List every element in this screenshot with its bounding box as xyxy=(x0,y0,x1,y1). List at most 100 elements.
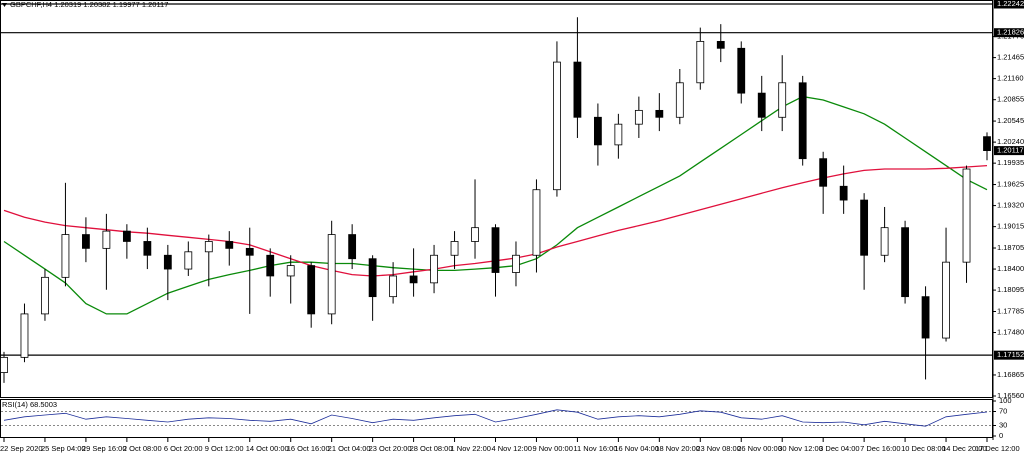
candle-body xyxy=(204,241,213,253)
y-tick-label: 1.20855 xyxy=(997,95,1024,104)
y-tick-label: 1.19320 xyxy=(997,201,1024,210)
candle-body xyxy=(962,168,971,263)
level-box xyxy=(994,0,1024,9)
x-tick-label: 9 Nov 00:00 xyxy=(532,444,572,453)
y-tick-label: 1.18400 xyxy=(997,264,1024,273)
rsi-value: 68.5003 xyxy=(30,400,57,409)
candle-body xyxy=(266,254,275,277)
x-tick-label: 10 Dec 08:00 xyxy=(901,444,946,453)
x-tick-label: 1 Nov 22:00 xyxy=(451,444,491,453)
x-tick-label: 14 Dec 20:00 xyxy=(942,444,987,453)
y-tick-label: 1.21465 xyxy=(997,53,1024,62)
y-tick-label: 1.19935 xyxy=(997,158,1024,167)
x-tick-label: 21 Oct 04:00 xyxy=(328,444,371,453)
x-tick-label: 11 Nov 16:00 xyxy=(573,444,617,453)
candle-body xyxy=(61,234,70,278)
rsi-pane xyxy=(0,399,993,438)
x-tick-label: 16 Oct 16:00 xyxy=(287,444,330,453)
candle-body xyxy=(20,313,29,358)
candle-body xyxy=(286,265,295,277)
candle-body xyxy=(737,47,746,94)
x-tick-label: 6 Oct 20:00 xyxy=(164,444,203,453)
x-tick-label: 18 Nov 20:00 xyxy=(655,444,700,453)
price-box xyxy=(994,146,1024,156)
x-tick-label: 16 Nov 04:00 xyxy=(614,444,659,453)
candle-body xyxy=(614,123,623,146)
x-tick-label: 29 Sep 16:00 xyxy=(82,444,127,453)
level-label: 1.21826 xyxy=(997,28,1024,37)
candle-body xyxy=(880,227,889,256)
y-tick-label: 1.20240 xyxy=(997,137,1024,146)
candle-body xyxy=(942,261,950,339)
y-tick-label: 1.17480 xyxy=(997,328,1024,337)
y-tick-label: 1.20545 xyxy=(997,116,1024,125)
candle-body xyxy=(368,258,377,298)
y-tick-label: 1.18095 xyxy=(997,285,1024,294)
x-tick-label: 7 Dec 16:00 xyxy=(860,444,900,453)
candle-body xyxy=(778,82,787,118)
collapse-icon[interactable] xyxy=(2,3,7,7)
candle-body xyxy=(163,254,172,270)
level-box xyxy=(994,350,1024,360)
x-tick-label: 25 Sep 04:00 xyxy=(41,444,86,453)
candle-body xyxy=(553,61,561,191)
x-tick-label: 23 Nov 08:00 xyxy=(696,444,741,453)
x-tick-label: 30 Nov 12:00 xyxy=(778,444,823,453)
candle-body xyxy=(839,185,848,201)
candle-body xyxy=(389,275,398,298)
level-box xyxy=(994,28,1024,38)
candle-body xyxy=(593,116,602,146)
x-tick-label: 14 Oct 00:00 xyxy=(246,444,289,453)
candle-body xyxy=(41,276,49,315)
high: 1.20382 xyxy=(83,0,110,9)
candle-body xyxy=(819,158,828,187)
rsi-tick-label: 30 xyxy=(999,420,1007,429)
level-label: 1.22242 xyxy=(997,0,1024,8)
x-tick-label: 3 Dec 04:00 xyxy=(819,444,859,453)
x-tick-label: 17 Dec 12:00 xyxy=(975,444,1020,453)
candle-body xyxy=(655,109,664,118)
candle-body xyxy=(450,241,459,256)
x-tick-label: 4 Nov 12:00 xyxy=(492,444,532,453)
x-tick-label: 2 Oct 08:00 xyxy=(123,444,162,453)
candle-body xyxy=(82,234,90,249)
y-tick-label: 1.17785 xyxy=(997,306,1024,315)
rsi-header: RSI(14) 68.5003 xyxy=(2,400,57,409)
x-tick-label: 26 Nov 00:00 xyxy=(737,444,782,453)
rsi-tick-label: 70 xyxy=(999,406,1007,415)
y-tick-label: 1.18705 xyxy=(997,243,1024,252)
x-tick-label: 22 Sep 2020 xyxy=(0,444,43,453)
candle-body xyxy=(0,356,8,373)
candle-body xyxy=(532,189,541,256)
y-tick-label: 1.19625 xyxy=(997,180,1024,189)
candle-body xyxy=(307,265,316,315)
open: 1.20319 xyxy=(54,0,81,9)
candle-body xyxy=(716,40,725,49)
candle-body xyxy=(798,82,807,160)
rsi-tick-label: 0 xyxy=(999,431,1003,440)
rsi-label: RSI(14) xyxy=(2,400,28,409)
candle-body xyxy=(491,227,500,273)
rsi-tick-label: 100 xyxy=(999,396,1012,405)
candle-body xyxy=(143,241,152,256)
candle-body xyxy=(225,241,234,249)
candle-body xyxy=(983,136,991,152)
y-tick-label: 1.16865 xyxy=(997,370,1024,379)
candle-body xyxy=(573,61,582,118)
candle-body xyxy=(696,40,705,84)
candle-body xyxy=(184,251,193,270)
candle-body xyxy=(634,109,643,125)
candle-body xyxy=(860,199,869,256)
close: 1.20117 xyxy=(142,0,169,9)
candle-body xyxy=(348,234,357,260)
x-tick-label: 28 Oct 08:00 xyxy=(410,444,453,453)
x-tick-label: 23 Oct 20:00 xyxy=(369,444,412,453)
y-tick-label: 1.16560 xyxy=(997,391,1024,400)
candle-body xyxy=(512,254,520,273)
y-tick-label: 1.19015 xyxy=(997,222,1024,231)
candle-body xyxy=(245,247,254,256)
candle-body xyxy=(409,275,418,284)
candle-body xyxy=(430,254,438,284)
y-tick-label: 1.21160 xyxy=(997,74,1024,83)
